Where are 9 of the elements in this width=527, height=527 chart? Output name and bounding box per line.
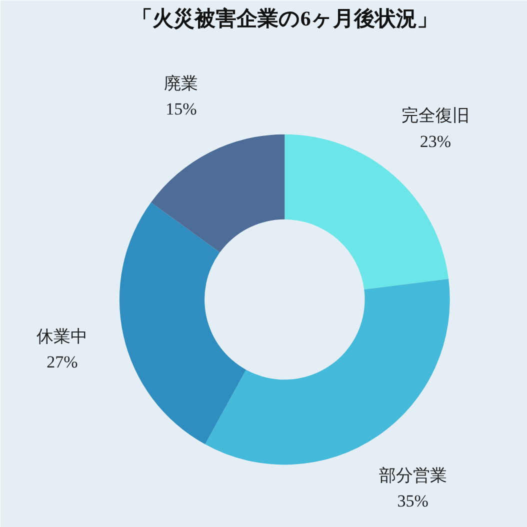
slice-label: 完全復旧 (401, 106, 470, 126)
slice-label: 部分営業 (378, 466, 447, 485)
chart-title: 「火災被害企業の6ヶ月後状況」 (131, 6, 438, 31)
slice-label: 廃業 (164, 74, 198, 94)
data-label: 23% (420, 132, 452, 151)
data-label: 15% (166, 100, 197, 119)
data-label: 27% (46, 352, 78, 372)
slice-label: 休業中 (36, 326, 88, 346)
data-label: 35% (397, 491, 428, 510)
